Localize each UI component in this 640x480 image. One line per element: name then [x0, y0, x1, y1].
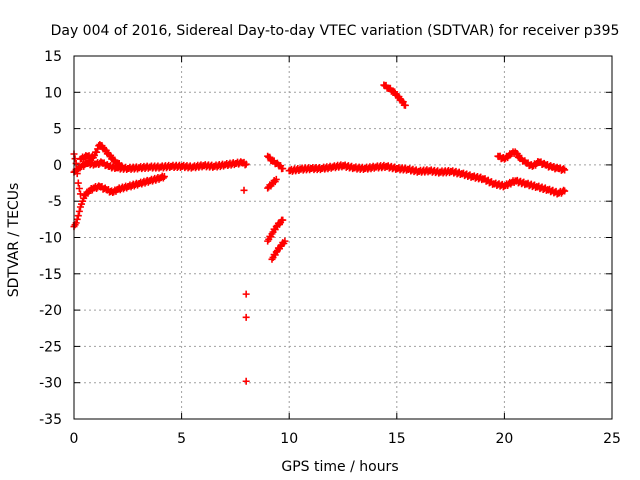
data-point	[102, 146, 110, 154]
y-axis-label: SDTVAR / TECUs	[6, 183, 22, 298]
data-point	[74, 179, 82, 187]
data-point	[395, 93, 403, 101]
y-tick-label: -25	[39, 339, 62, 355]
series-late-upper	[494, 148, 569, 174]
data-point	[242, 377, 250, 385]
data-point	[242, 313, 250, 321]
data-point	[93, 148, 101, 156]
data-point	[75, 184, 83, 192]
data-point	[107, 151, 115, 159]
series-gap-arcs	[240, 152, 289, 385]
data-point	[279, 216, 287, 224]
data-point	[76, 190, 84, 198]
series-main-band	[70, 158, 569, 198]
y-tick-label: -10	[39, 231, 62, 247]
data-point	[561, 187, 569, 195]
data-point	[73, 215, 81, 223]
data-point	[401, 101, 409, 109]
data-point	[240, 186, 248, 194]
data-point	[242, 160, 250, 168]
x-tick-label: 15	[388, 431, 406, 447]
y-tick-labels: 15 10 5 0 -5 -10 -15 -20 -25 -30 -35	[39, 49, 62, 428]
x-tick-label: 10	[280, 431, 298, 447]
data-point	[272, 248, 280, 256]
x-tick-label: 0	[70, 431, 79, 447]
x-tick-label: 5	[177, 431, 186, 447]
data-point	[73, 170, 81, 178]
x-axis-label: GPS time / hours	[281, 459, 398, 475]
x-tick-label: 25	[603, 431, 621, 447]
data-point	[272, 175, 280, 183]
x-tick-label: 20	[495, 431, 513, 447]
data-point	[281, 237, 289, 245]
y-tick-label: -5	[48, 194, 62, 210]
data-point	[560, 165, 568, 173]
data-point	[160, 173, 168, 181]
y-tick-label: 15	[44, 49, 62, 65]
data-point	[399, 98, 407, 106]
data-point	[279, 165, 287, 173]
chart-title: Day 004 of 2016, Sidereal Day-to-day VTE…	[51, 23, 620, 39]
y-tick-label: 10	[44, 85, 62, 101]
data-point	[513, 150, 521, 158]
data-point	[74, 212, 82, 220]
data-point	[159, 174, 167, 182]
x-tick-labels: 0 5 10 15 20 25	[70, 431, 621, 447]
data-point	[242, 290, 250, 298]
y-tick-label: -30	[39, 376, 62, 392]
grid	[74, 56, 612, 419]
plot-frame	[73, 55, 613, 420]
data-point	[75, 207, 83, 215]
data-point	[71, 155, 79, 163]
y-tick-label: -20	[39, 303, 62, 319]
data-point	[561, 166, 569, 174]
data-point	[117, 162, 125, 170]
series-high-arc	[380, 81, 409, 109]
y-tick-label: 5	[53, 122, 62, 138]
series-early-high-arc	[76, 141, 125, 170]
y-tick-label: -35	[39, 412, 62, 428]
data-points	[70, 81, 569, 385]
y-tick-label: -15	[39, 267, 62, 283]
y-tick-label: 0	[53, 158, 62, 174]
